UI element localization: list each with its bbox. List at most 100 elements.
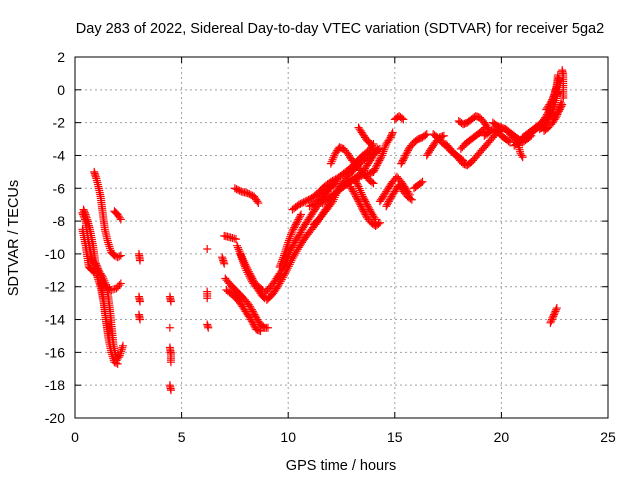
data-point: [517, 151, 526, 160]
data-point: [328, 197, 337, 206]
data-point: [293, 233, 302, 242]
data-points: [78, 66, 568, 395]
data-point: [555, 105, 564, 114]
data-point: [559, 94, 568, 103]
y-tick-label: -10: [45, 246, 65, 262]
data-point: [283, 240, 292, 249]
grid-lines: [75, 57, 608, 418]
data-point: [518, 153, 527, 162]
data-point: [136, 315, 145, 324]
data-point: [249, 320, 258, 329]
data-point: [363, 202, 372, 211]
data-point: [399, 154, 408, 163]
x-tick-label: 5: [178, 429, 186, 445]
data-point: [359, 194, 368, 203]
data-point: [136, 297, 145, 306]
data-point: [281, 245, 290, 254]
data-point: [250, 310, 259, 319]
data-point: [294, 231, 303, 240]
data-point: [117, 347, 126, 356]
data-point: [330, 151, 339, 160]
data-point: [241, 264, 250, 273]
data-point: [358, 205, 367, 214]
data-point: [357, 188, 366, 197]
data-point: [383, 200, 392, 209]
x-tick-labels: 0 5 10 15 20 25: [71, 429, 616, 445]
axis-ticks: [74, 56, 609, 419]
data-point: [371, 164, 380, 173]
data-point: [286, 258, 295, 267]
data-point: [94, 264, 103, 273]
data-point: [82, 212, 91, 221]
data-point: [366, 207, 375, 216]
data-point: [384, 197, 393, 206]
data-point: [289, 225, 298, 234]
data-point: [374, 158, 383, 167]
data-point: [112, 359, 121, 368]
data-point: [284, 262, 293, 271]
data-point: [166, 358, 175, 367]
data-point: [329, 153, 338, 162]
data-point: [547, 97, 556, 106]
data-point: [278, 255, 287, 264]
data-point: [203, 244, 212, 253]
data-point: [363, 200, 372, 209]
y-tick-label: -16: [45, 344, 65, 360]
y-axis-label: SDTVAR / TECUs: [6, 180, 22, 296]
data-point: [327, 157, 336, 166]
data-point: [386, 133, 395, 142]
data-point: [107, 350, 116, 359]
y-tick-label: 0: [57, 82, 65, 98]
data-point: [545, 100, 554, 109]
data-point: [115, 252, 124, 261]
data-point: [356, 200, 365, 209]
data-point: [397, 159, 406, 168]
data-point: [372, 162, 381, 171]
data-point: [439, 131, 448, 140]
data-point: [369, 144, 378, 153]
data-point: [398, 156, 407, 165]
data-point: [361, 197, 370, 206]
y-tick-label: -2: [53, 115, 66, 131]
data-point: [293, 217, 302, 226]
data-point: [242, 266, 251, 275]
data-point: [237, 253, 246, 262]
data-point: [95, 267, 104, 276]
data-point: [378, 149, 387, 158]
data-point: [256, 327, 265, 336]
data-point: [263, 323, 272, 332]
chart-title: Day 283 of 2022, Sidereal Day-to-day VTE…: [76, 21, 604, 37]
data-point: [204, 323, 213, 332]
data-point: [107, 348, 116, 357]
data-point: [351, 192, 360, 201]
data-point: [297, 226, 306, 235]
data-point: [285, 260, 294, 269]
data-point: [381, 141, 390, 150]
data-point: [351, 190, 360, 199]
data-point: [238, 255, 247, 264]
data-point: [236, 251, 245, 260]
data-point: [288, 226, 297, 235]
data-point: [383, 199, 392, 208]
data-point: [331, 179, 340, 188]
data-point: [328, 155, 337, 164]
data-point: [407, 195, 416, 204]
data-point: [104, 240, 113, 249]
data-point: [294, 215, 303, 224]
data-point: [368, 141, 377, 150]
data-point: [245, 272, 254, 281]
data-point: [379, 147, 388, 156]
data-point: [254, 199, 263, 208]
data-point: [105, 244, 114, 253]
data-point: [277, 259, 286, 268]
data-point: [554, 107, 563, 116]
data-point: [277, 257, 286, 266]
data-point: [401, 151, 410, 160]
data-point: [239, 259, 248, 268]
data-point: [238, 257, 247, 266]
data-point: [113, 359, 122, 368]
data-point: [288, 243, 297, 252]
data-point: [79, 205, 88, 214]
data-point: [550, 308, 559, 317]
data-point: [369, 167, 378, 176]
